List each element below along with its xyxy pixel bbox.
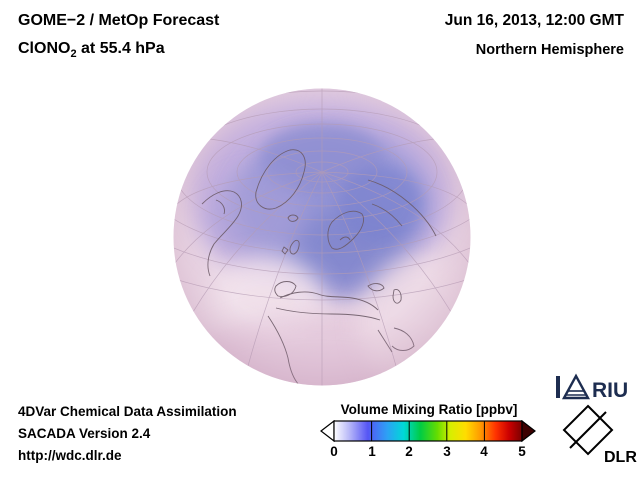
forecast-datetime: Jun 16, 2013, 12:00 GMT: [444, 12, 624, 29]
globe-svg: [173, 88, 471, 386]
colorbar-svg: [320, 419, 536, 443]
colorbar-left-arrow: [320, 419, 335, 443]
version-label: SACADA Version 2.4: [18, 426, 151, 441]
riu-bar-icon: [556, 376, 560, 398]
colorbar-gradient: [333, 420, 523, 442]
pressure-level: at 55.4 hPa: [76, 40, 165, 57]
hemisphere-label: Northern Hemisphere: [475, 42, 624, 58]
assimilation-credit: 4DVar Chemical Data Assimilation: [18, 404, 237, 419]
colorbar-tick-labels: 0 1 2 3 4 5: [320, 444, 536, 460]
colorbar: [320, 419, 536, 447]
colorbar-right-arrow: [521, 419, 536, 443]
colorbar-title: Volume Mixing Ratio [ppbv]: [340, 402, 518, 417]
data-url: http://wdc.dlr.de: [18, 448, 122, 463]
dlr-logo: DLR: [560, 404, 638, 471]
species-pressure-title: ClONO2 at 55.4 hPa: [18, 40, 165, 60]
globe-limb-shading: [173, 88, 471, 386]
tick-label-1: 1: [368, 444, 376, 459]
species-subscript: 2: [70, 48, 77, 61]
dlr-logo-svg: DLR: [562, 404, 637, 466]
tick-label-5: 5: [518, 444, 526, 459]
riu-logo-svg: RIU: [556, 373, 628, 402]
product-title: GOME−2 / MetOp Forecast: [18, 12, 220, 29]
species-name: ClONO: [18, 40, 71, 57]
tick-label-2: 2: [405, 444, 413, 459]
riu-logo: RIU: [554, 372, 636, 407]
riu-triangle-icon: [561, 373, 591, 400]
tick-label-0: 0: [330, 444, 338, 459]
dlr-logo-text: DLR: [604, 449, 637, 466]
colorbar-tick-lines: [371, 421, 485, 441]
tick-label-4: 4: [480, 444, 488, 459]
dlr-slash-icon: [569, 411, 607, 449]
riu-logo-text: RIU: [592, 379, 628, 402]
tick-label-3: 3: [443, 444, 451, 459]
globe-map: [172, 84, 472, 390]
dlr-diamond-icon: [562, 404, 614, 456]
